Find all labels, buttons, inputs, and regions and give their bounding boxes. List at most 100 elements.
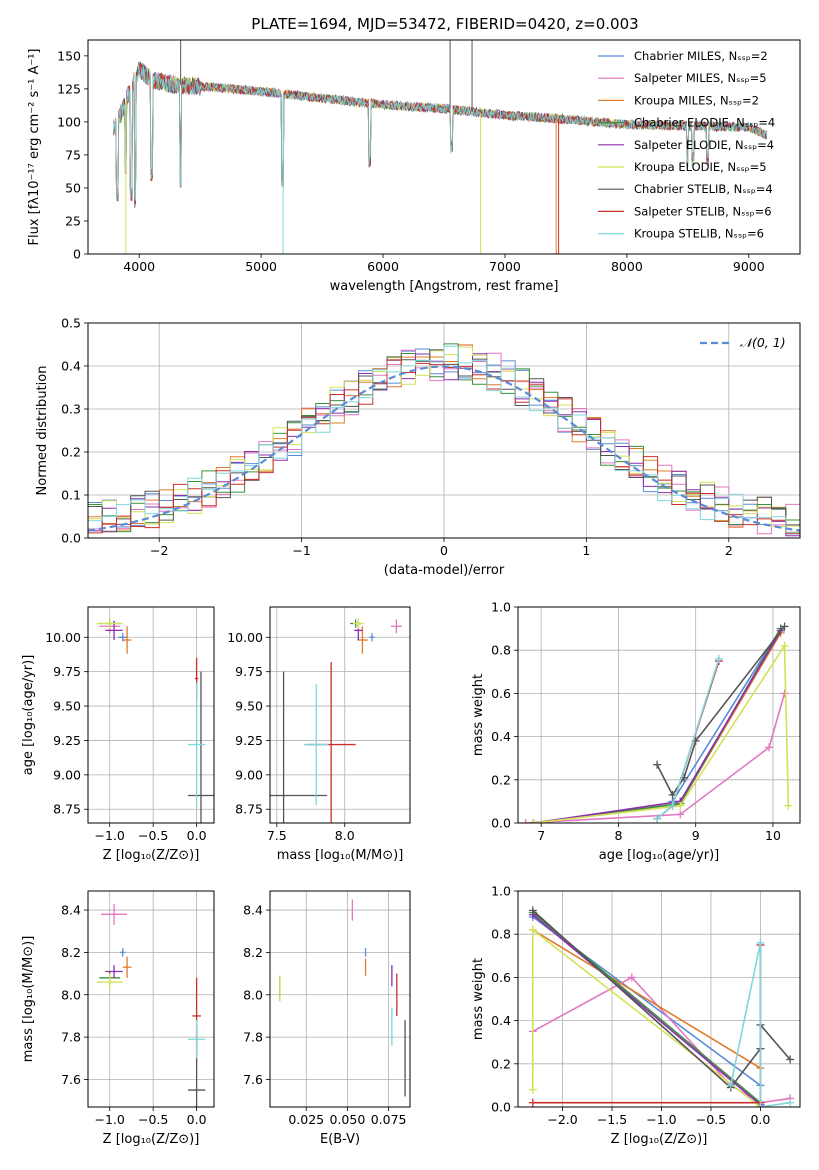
plot-area [96,618,214,823]
y-tick-label: 0.2 [491,1056,511,1071]
y-tick-label: 1.0 [491,884,511,899]
y-tick-label: 0.3 [61,402,81,417]
x-tick-label: 6000 [367,259,399,274]
x-tick-label: 0.0 [187,828,207,843]
weight-line [671,628,782,802]
legend-entry: Salpeter ELODIE, Nₛₛₚ=4 [634,138,774,152]
x-tick-label: −1.0 [646,1112,676,1127]
legend-entry: Salpeter MILES, Nₛₛₚ=5 [634,71,767,85]
y-tick-label: 0.8 [491,643,511,658]
y-tick-label: 7.6 [243,1072,263,1087]
x-tick-label: 2 [725,543,733,558]
y-tick-label: 7.8 [243,1030,263,1045]
y-axis-label: mass [log₁₀(M/M⊙)] [21,936,36,1063]
legend-entry: Chabrier STELIB, Nₛₛₚ=4 [634,182,773,196]
plot-area [96,903,206,1107]
axes-frame [269,606,411,824]
y-tick-label: 9.00 [235,767,263,782]
y-tick-label: 0.4 [491,1013,511,1028]
x-tick-label: −2.0 [547,1112,577,1127]
legend-entry: 𝒩(0, 1) [740,335,786,350]
panel-spectrum: 4000 5000 6000 7000 8000 9000 0 25 50 75 100 125 150… [27,39,801,294]
y-tick-label: 8.0 [243,987,263,1002]
y-tick-label: 8.75 [235,802,263,817]
y-axis-label: Flux [fλ10⁻¹⁷ erg cm⁻² s⁻¹ A⁻¹] [27,49,42,246]
plot-area [528,906,795,1107]
panel-mass_vs_Z: −1.0 −0.5 0.0 7.6 7.8 8.0 8.2 8.4 Z [log₁₀(Z/Z⊙)… [21,890,215,1147]
y-tick-label: 10.00 [227,630,263,645]
y-tick-label: 7.8 [61,1030,81,1045]
y-tick-label: 0.2 [61,445,81,460]
x-tick-label: 0.0 [750,1112,770,1127]
y-tick-label: 0 [73,247,81,262]
x-tick-label: 8 [614,828,622,843]
y-tick-label: 75 [65,147,81,162]
x-tick-label: 9 [692,828,700,843]
y-tick-label: 8.4 [61,903,81,918]
x-tick-label: −0.5 [138,828,168,843]
legend-entry: Kroupa ELODIE, Nₛₛₚ=5 [634,160,767,174]
panel-age_vs_mass: 7.5 8.0 8.75 9.00 9.25 9.50 9.75 10.00 mass [log… [227,606,411,863]
axes-frame [269,890,411,1108]
y-tick-label: 0.6 [491,686,511,701]
y-tick-label: 9.50 [53,699,81,714]
y-tick-label: 9.25 [235,733,263,748]
y-axis-label: mass weight [471,674,486,756]
y-tick-label: 125 [57,81,81,96]
axes-frame [517,890,801,1108]
panel-mass_weight_vs_age: 7 8 9 10 0.0 0.2 0.4 0.6 0.8 1.0 age [log₁₀(age/yr… [471,600,801,863]
x-tick-label: −0.5 [138,1112,168,1127]
plot-area [113,40,768,254]
plot-area [521,622,793,823]
weight-line [532,929,761,1069]
y-tick-label: 100 [57,114,81,129]
gaussian-curve [88,365,800,532]
panel-residuals: −2 −1 0 1 2 0.0 0.1 0.2 0.3 0.4 0.5 (data-model)/er… [35,316,801,578]
x-axis-label: Z [log₁₀(Z/Z⊙)] [611,1132,708,1147]
axes-frame [87,39,801,255]
x-axis-label: wavelength [Angstrom, rest frame] [330,279,559,294]
x-tick-label: 7000 [489,259,521,274]
y-tick-label: 8.2 [61,945,81,960]
x-tick-label: 8000 [611,259,643,274]
legend-entry: Kroupa MILES, Nₛₛₚ=2 [634,93,759,107]
x-axis-label: E(B-V) [320,1132,360,1147]
panel-age_vs_Z: −1.0 −0.5 0.0 8.75 9.00 9.25 9.50 9.75 10.00 Z [l… [21,606,215,863]
x-tick-label: 0.050 [330,1112,366,1127]
x-tick-label: −0.5 [696,1112,726,1127]
y-tick-label: 9.25 [53,733,81,748]
axes-frame [87,890,215,1108]
x-tick-label: −2 [150,543,168,558]
x-tick-label: 0.0 [187,1112,207,1127]
y-tick-label: 8.0 [61,987,81,1002]
y-tick-label: 1.0 [491,600,511,615]
x-axis-label: mass [log₁₀(M/M⊙)] [277,848,404,863]
x-tick-label: −1.5 [597,1112,627,1127]
figure-title: PLATE=1694, MJD=53472, FIBERID=0420, z=0… [251,15,638,33]
y-axis-label: mass weight [471,958,486,1040]
y-tick-label: 0.4 [491,729,511,744]
x-axis-label: Z [log₁₀(Z/Z⊙)] [103,1132,200,1147]
y-tick-label: 9.50 [235,699,263,714]
y-tick-label: 9.75 [53,664,81,679]
weight-line [533,643,790,823]
y-tick-label: 50 [65,180,81,195]
plots-layer: 4000 5000 6000 7000 8000 90000255075100125150… [21,39,801,1147]
legend-entry: Chabrier ELODIE, Nₛₛₚ=4 [634,116,775,130]
x-tick-label: −1 [292,543,310,558]
y-tick-label: 0.0 [491,1100,511,1115]
y-tick-label: 0.6 [491,970,511,985]
y-tick-label: 7.6 [61,1072,81,1087]
spectrum-line [113,64,768,201]
y-tick-label: 25 [65,213,81,228]
x-tick-label: 0.025 [288,1112,324,1127]
x-tick-label: 7 [537,828,545,843]
x-tick-label: 5000 [245,259,277,274]
legend-entry: Salpeter STELIB, Nₛₛₚ=6 [634,204,772,218]
weight-line [525,693,786,823]
plot-area [279,899,406,1097]
legend-entry: Chabrier MILES, Nₛₛₚ=2 [634,49,768,63]
panel-mass_vs_ebv: 0.025 0.050 0.075 7.6 7.8 8.0 8.2 8.4 E(B-V) [243,890,411,1147]
x-tick-label: 10 [765,828,781,843]
